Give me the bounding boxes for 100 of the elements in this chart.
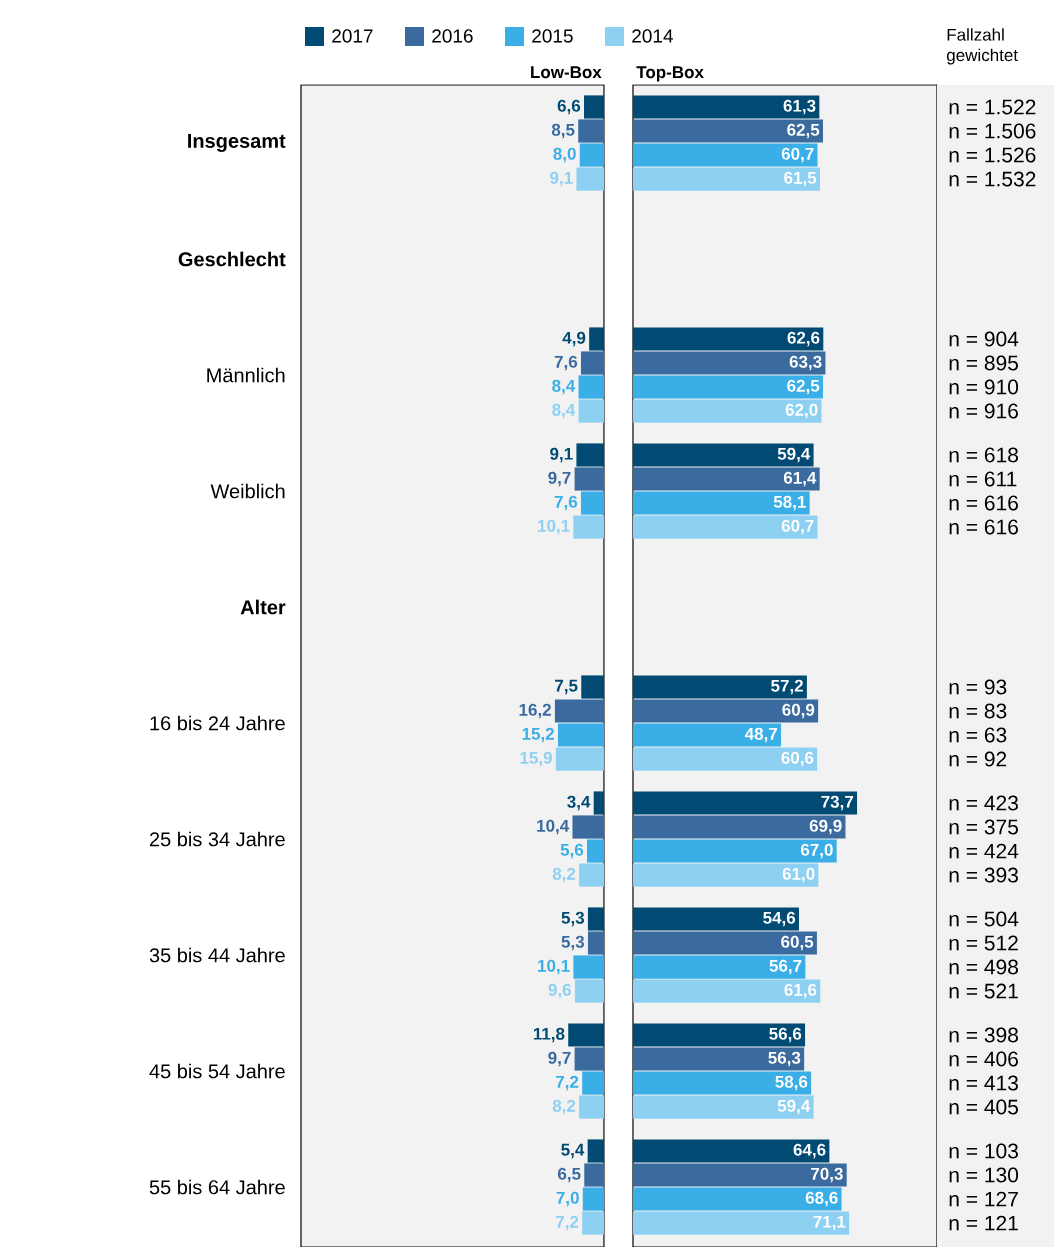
data-label: 3,4 bbox=[567, 795, 591, 811]
bar bbox=[589, 327, 604, 351]
text: n = 83 bbox=[949, 703, 1007, 719]
text: n = 127 bbox=[949, 1191, 1018, 1207]
bar bbox=[578, 119, 604, 143]
data-label: 56,6 bbox=[769, 1027, 802, 1043]
data-label: 73,7 bbox=[821, 795, 854, 811]
text: n = 618 bbox=[949, 447, 1018, 463]
data-label: 69,9 bbox=[809, 819, 842, 835]
text: n = 512 bbox=[949, 935, 1018, 951]
data-label: 4,9 bbox=[562, 331, 586, 347]
data-label: 16,2 bbox=[519, 703, 551, 719]
text: n = 910 bbox=[949, 379, 1019, 395]
data-label: 9,7 bbox=[548, 1051, 571, 1067]
data-label: 59,4 bbox=[777, 447, 811, 463]
data-label: 5,6 bbox=[560, 843, 584, 859]
data-label: 7,6 bbox=[554, 495, 578, 511]
bar bbox=[632, 95, 820, 119]
bar bbox=[632, 1187, 842, 1211]
bar bbox=[632, 931, 817, 955]
bar bbox=[582, 1211, 604, 1235]
text: n = 1.506 bbox=[949, 123, 1036, 139]
bar bbox=[632, 979, 821, 1003]
text: n = 916 bbox=[949, 403, 1018, 419]
data-label: 62,6 bbox=[787, 331, 820, 347]
text: n = 521 bbox=[949, 983, 1018, 999]
bar bbox=[587, 1139, 604, 1163]
bar bbox=[555, 747, 604, 771]
bar bbox=[632, 515, 818, 539]
text: n = 498 bbox=[949, 959, 1018, 975]
bar bbox=[632, 1163, 847, 1187]
bar bbox=[632, 1211, 850, 1235]
text: n = 504 bbox=[949, 911, 1019, 927]
text: n = 406 bbox=[949, 1051, 1018, 1067]
data-label: 15,2 bbox=[522, 727, 554, 743]
legend-label: 2017 bbox=[332, 29, 373, 43]
bar bbox=[632, 399, 822, 423]
data-label: 5,4 bbox=[561, 1143, 585, 1159]
bar bbox=[580, 491, 604, 515]
legend-label: 2014 bbox=[632, 29, 673, 43]
data-label: 62,5 bbox=[787, 123, 820, 139]
y-tick-label: 25 bis 34 Jahre bbox=[149, 831, 285, 847]
bar bbox=[632, 1071, 812, 1095]
bar bbox=[580, 351, 604, 375]
bar bbox=[568, 1023, 604, 1047]
text: n = 616 bbox=[949, 519, 1018, 535]
bar bbox=[632, 491, 810, 515]
bar bbox=[583, 95, 604, 119]
text: n = 121 bbox=[949, 1215, 1018, 1231]
data-label: 61,5 bbox=[784, 171, 817, 187]
data-label: 9,1 bbox=[550, 171, 573, 187]
data-label: 7,0 bbox=[556, 1191, 579, 1207]
text: n = 611 bbox=[949, 471, 1017, 487]
bar bbox=[579, 1095, 604, 1119]
bar bbox=[632, 375, 823, 399]
data-label: 11,8 bbox=[533, 1027, 565, 1043]
bar bbox=[587, 931, 604, 955]
bar bbox=[632, 675, 807, 699]
bar bbox=[581, 675, 604, 699]
bar bbox=[632, 1023, 806, 1047]
bar bbox=[632, 119, 823, 143]
data-label: 56,7 bbox=[769, 959, 802, 975]
text: n = 423 bbox=[949, 795, 1018, 811]
bar bbox=[574, 467, 604, 491]
data-label: 6,6 bbox=[557, 99, 581, 115]
data-label: 68,6 bbox=[805, 1191, 838, 1207]
data-label: 60,5 bbox=[781, 935, 814, 951]
bar bbox=[632, 1139, 830, 1163]
data-label: 8,4 bbox=[552, 379, 576, 395]
data-label: 5,3 bbox=[561, 911, 585, 927]
bar bbox=[632, 327, 824, 351]
data-label: 60,6 bbox=[781, 751, 814, 767]
bar bbox=[572, 815, 604, 839]
data-label: 7,2 bbox=[556, 1075, 579, 1091]
bar bbox=[582, 1071, 604, 1095]
data-label: 10,1 bbox=[538, 519, 570, 535]
bar bbox=[554, 699, 604, 723]
bar bbox=[579, 143, 604, 167]
data-label: 5,3 bbox=[561, 935, 585, 951]
bar bbox=[579, 863, 604, 887]
data-label: 63,3 bbox=[789, 355, 822, 371]
bar bbox=[632, 699, 819, 723]
y-tick-label: Männlich bbox=[207, 367, 285, 383]
bar bbox=[632, 167, 820, 191]
y-tick-label: 35 bis 44 Jahre bbox=[149, 947, 285, 963]
bar bbox=[587, 839, 604, 863]
text: n = 393 bbox=[949, 867, 1018, 883]
bar bbox=[584, 1163, 604, 1187]
bar bbox=[576, 167, 604, 191]
bar bbox=[632, 791, 858, 815]
data-label: 70,3 bbox=[811, 1167, 843, 1183]
chart-title: Low-Box bbox=[531, 66, 602, 79]
data-label: 9,6 bbox=[548, 983, 572, 999]
bar bbox=[632, 839, 837, 863]
data-label: 6,5 bbox=[558, 1167, 581, 1183]
y-tick-label: 45 bis 54 Jahre bbox=[149, 1063, 285, 1079]
bar bbox=[632, 723, 782, 747]
legend-label: 2015 bbox=[532, 29, 573, 43]
text: n = 904 bbox=[949, 331, 1019, 347]
bar bbox=[632, 143, 818, 167]
